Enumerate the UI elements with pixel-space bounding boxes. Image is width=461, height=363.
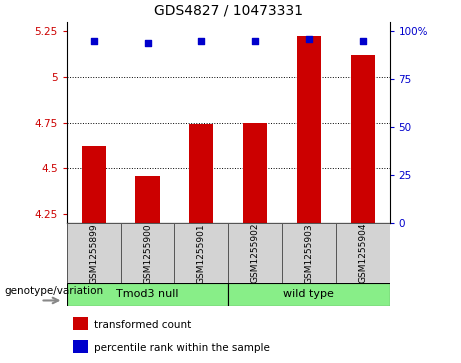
Bar — [136, 176, 160, 223]
Point — [305, 36, 313, 42]
Point — [198, 38, 205, 44]
Bar — [82, 146, 106, 223]
Bar — [67, 223, 121, 283]
Bar — [121, 223, 174, 283]
Text: GSM1255901: GSM1255901 — [197, 223, 206, 284]
Point — [251, 38, 259, 44]
Bar — [350, 55, 375, 223]
Text: GSM1255900: GSM1255900 — [143, 223, 152, 284]
Point — [90, 38, 97, 44]
Text: Tmod3 null: Tmod3 null — [116, 289, 179, 299]
Bar — [73, 317, 88, 330]
Point — [144, 40, 151, 46]
Bar — [228, 223, 282, 283]
Text: genotype/variation: genotype/variation — [5, 286, 104, 296]
Bar — [73, 340, 88, 353]
Bar — [174, 223, 228, 283]
Text: GSM1255903: GSM1255903 — [304, 223, 313, 284]
Bar — [67, 283, 228, 306]
Text: percentile rank within the sample: percentile rank within the sample — [94, 343, 270, 353]
Title: GDS4827 / 10473331: GDS4827 / 10473331 — [154, 4, 303, 18]
Bar — [282, 223, 336, 283]
Text: GSM1255904: GSM1255904 — [358, 223, 367, 284]
Text: wild type: wild type — [284, 289, 334, 299]
Bar — [189, 125, 213, 223]
Text: GSM1255902: GSM1255902 — [251, 223, 260, 284]
Text: GSM1255899: GSM1255899 — [89, 223, 98, 284]
Text: transformed count: transformed count — [94, 319, 191, 330]
Bar — [243, 123, 267, 223]
Bar — [336, 223, 390, 283]
Bar — [228, 283, 390, 306]
Bar — [297, 36, 321, 223]
Point — [359, 38, 366, 44]
